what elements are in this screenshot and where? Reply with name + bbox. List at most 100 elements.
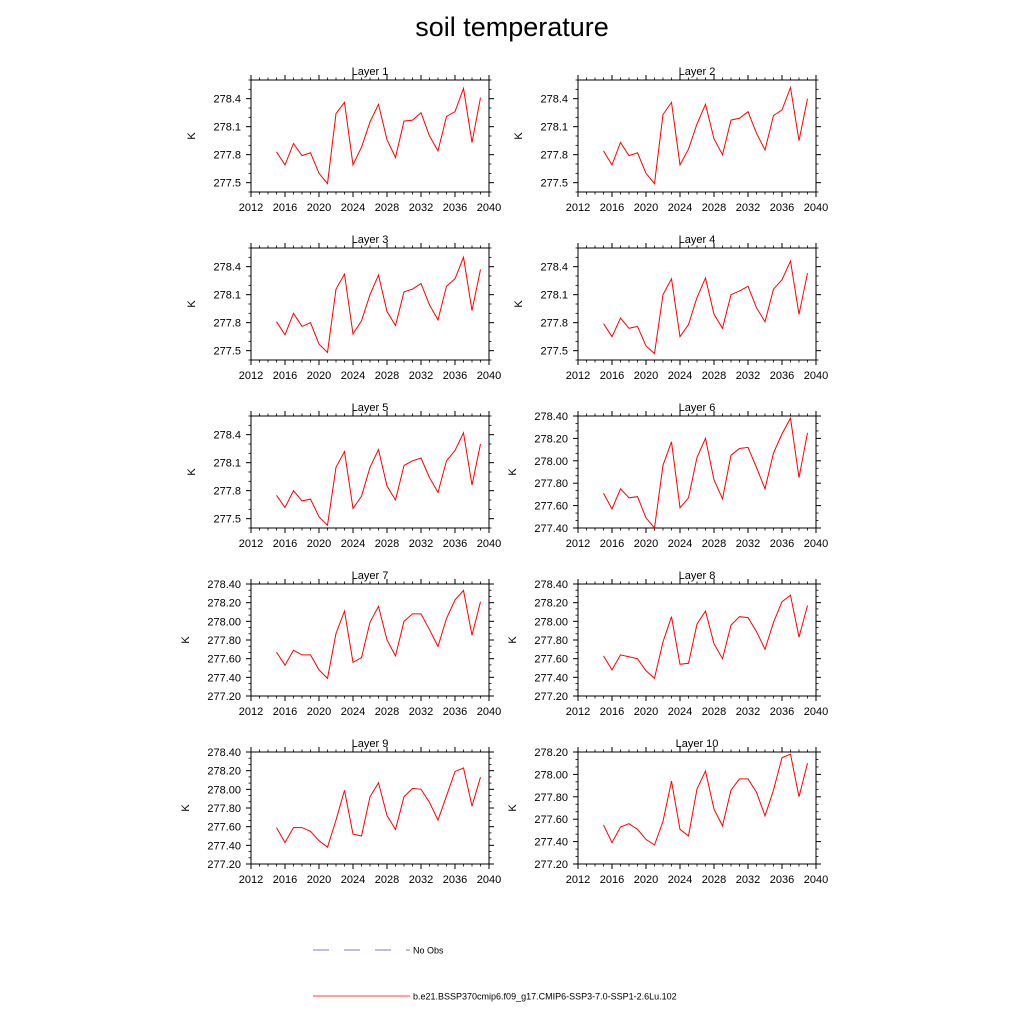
chart-title: Layer 1 [352,66,389,78]
chart-panel-9: Layer 9 2012 2016 2020 2024 2028 2032 2036 2040 2… [180,738,501,886]
plot-frame [250,751,490,865]
x-tick-label: 2024 [341,874,365,886]
y-tick-label: 278.4 [213,94,241,106]
chart-title: Layer 5 [352,402,389,414]
y-axis-label: K [186,132,198,140]
x-tick-label: 2012 [239,538,263,550]
y-tick-label: 278.4 [540,94,568,106]
x-tick-label: 2028 [375,202,399,214]
y-tick-label: 277.5 [213,346,241,358]
page-title: soil temperature [415,12,609,42]
x-tick-label: 2020 [634,538,658,550]
plot-frame [577,583,817,697]
chart-panel-6: Layer 6 2012 2016 2020 2024 2028 2032 2036 2040 2… [507,402,828,550]
chart-title: Layer 10 [676,738,719,750]
y-tick-label: 277.60 [207,654,241,666]
y-tick-label: 278.00 [534,769,568,781]
x-tick-label: 2020 [634,706,658,718]
x-tick-label: 2024 [668,538,692,550]
y-tick-label: 278.1 [213,122,241,134]
x-tick-label: 2036 [443,370,467,382]
chart-panel-10: Layer 10 2012 2016 2020 2024 2028 2032 2036 2040… [507,738,828,886]
y-axis-label: K [186,300,198,308]
x-tick-label: 2016 [273,874,297,886]
x-tick-label: 2040 [804,874,828,886]
y-tick-label: 278.00 [207,616,241,628]
y-tick-label: 277.8 [540,150,568,162]
series-line [276,589,481,680]
x-tick-label: 2032 [409,202,433,214]
x-tick-label: 2016 [600,706,624,718]
x-tick-label: 2016 [273,370,297,382]
x-tick-label: 2032 [736,202,760,214]
y-tick-label: 277.40 [534,837,568,849]
x-tick-label: 2012 [566,202,590,214]
plot-frame [577,415,817,529]
y-axis-label: K [513,132,525,140]
y-tick-label: 277.40 [207,672,241,684]
x-tick-label: 2020 [307,874,331,886]
x-tick-label: 2036 [770,202,794,214]
y-tick-label: 277.8 [213,150,241,162]
y-tick-label: 277.80 [534,792,568,804]
y-tick-label: 278.4 [540,262,568,274]
chart-panel-1: Layer 1 2012 2016 2020 2024 2028 2032 2036 2040 2… [186,66,501,214]
y-tick-label: 278.40 [207,579,241,591]
y-axis-label: K [513,300,525,308]
chart-panel-8: Layer 8 2012 2016 2020 2024 2028 2032 2036 2040 2… [507,570,828,718]
chart-panel-5: Layer 5 2012 2016 2020 2024 2028 2032 2036 2040 2… [186,402,501,550]
y-tick-label: 277.60 [534,501,568,513]
y-tick-label: 277.60 [207,822,241,834]
x-tick-label: 2012 [239,202,263,214]
x-tick-label: 2036 [770,370,794,382]
chart-panel-2: Layer 2 2012 2016 2020 2024 2028 2032 2036 2040 2… [513,66,828,214]
x-tick-label: 2032 [736,874,760,886]
plot-frame [250,79,490,193]
x-tick-label: 2020 [634,202,658,214]
y-tick-label: 277.80 [534,635,568,647]
x-tick-label: 2040 [477,202,501,214]
y-tick-label: 277.60 [534,654,568,666]
x-tick-label: 2036 [770,538,794,550]
x-tick-label: 2024 [341,538,365,550]
series-line [603,416,808,530]
x-tick-label: 2032 [736,538,760,550]
chart-title: Layer 9 [352,738,389,750]
plot-frame [250,583,490,697]
x-tick-label: 2036 [443,706,467,718]
y-axis-label: K [180,636,192,644]
y-tick-label: 278.40 [207,747,241,759]
x-tick-label: 2032 [409,874,433,886]
y-tick-label: 278.1 [540,290,568,302]
y-axis-label: K [507,468,519,476]
plot-frame [250,247,490,361]
y-tick-label: 278.00 [534,456,568,468]
chart-panel-7: Layer 7 2012 2016 2020 2024 2028 2032 2036 2040 2… [180,570,501,718]
x-tick-label: 2040 [477,874,501,886]
y-tick-label: 277.8 [213,486,241,498]
x-tick-label: 2024 [341,370,365,382]
series-line [603,753,808,846]
plot-frame [250,415,490,529]
x-tick-label: 2040 [477,370,501,382]
y-tick-label: 277.40 [534,523,568,535]
plot-frame [577,247,817,361]
y-tick-label: 278.20 [207,766,241,778]
series-line [603,259,808,355]
x-tick-label: 2040 [477,706,501,718]
y-tick-label: 277.40 [534,672,568,684]
y-tick-label: 278.1 [213,290,241,302]
chart-title: Layer 2 [679,66,716,78]
series-line [276,431,481,527]
x-tick-label: 2020 [307,538,331,550]
y-axis-label: K [507,804,519,812]
x-tick-label: 2012 [239,370,263,382]
x-tick-label: 2040 [804,706,828,718]
x-tick-label: 2028 [375,706,399,718]
y-tick-label: 277.80 [207,635,241,647]
x-tick-label: 2012 [566,370,590,382]
x-tick-label: 2016 [273,538,297,550]
y-tick-label: 277.20 [534,691,568,703]
chart-title: Layer 8 [679,570,716,582]
